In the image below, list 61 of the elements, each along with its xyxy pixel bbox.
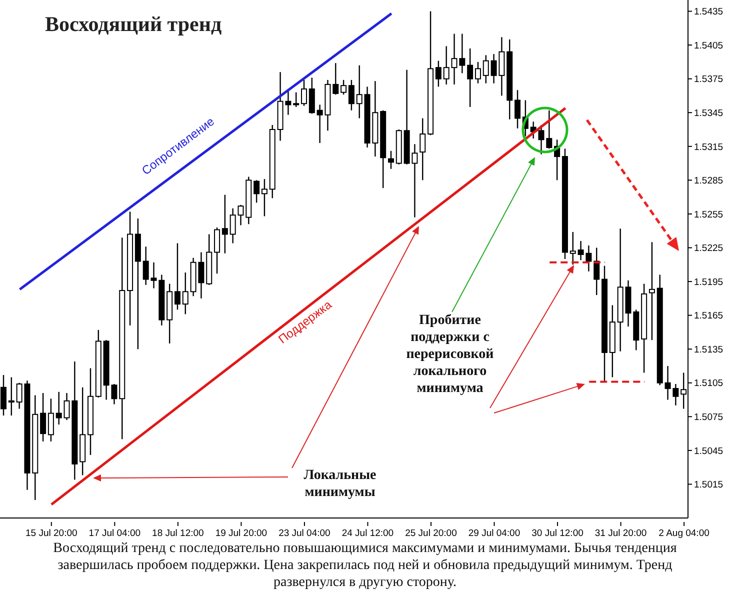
candlestick — [546, 110, 552, 150]
candlestick — [301, 79, 308, 106]
text: Восходящий тренд — [45, 12, 222, 37]
x-tick-label: 23 Jul 04:00 — [278, 528, 330, 539]
annotation: Пробитие поддержки с перерисовкой локального минимума — [405, 312, 495, 397]
y-tick-label: 1.5435 — [694, 6, 724, 18]
y-tick-label: 1.5225 — [694, 243, 724, 254]
x-tick-label: 18 Jul 12:00 — [152, 528, 204, 539]
candlestick — [356, 64, 362, 119]
y-tick-label: 1.5285 — [694, 176, 724, 187]
candlestick — [340, 79, 347, 96]
candlestick — [482, 54, 489, 84]
candlestick — [388, 150, 394, 170]
candlestick — [467, 48, 474, 108]
candlestick — [332, 62, 339, 96]
candlestick — [254, 180, 260, 204]
candlestick — [0, 374, 6, 416]
x-tick-label: 30 Jul 12:00 — [532, 528, 584, 539]
candlestick — [293, 92, 300, 108]
candlestick — [420, 118, 426, 181]
x-tick-label: 31 Jul 20:00 — [594, 528, 647, 539]
candlestick — [40, 392, 46, 442]
candlestick — [594, 247, 600, 296]
x-tick-label: 17 Jul 04:00 — [88, 528, 141, 539]
y-tick-label: 1.5405 — [694, 40, 724, 52]
y-tick-label: 1.5375 — [694, 74, 724, 86]
candlestick — [474, 61, 481, 84]
candlestick — [8, 376, 14, 416]
candlestick — [514, 89, 521, 129]
candlestick — [48, 398, 54, 442]
candlestick — [570, 231, 576, 266]
candlestick — [435, 60, 442, 88]
y-tick-label: 1.5075 — [694, 412, 724, 424]
x-tick-label: 19 Jul 20:00 — [215, 528, 268, 539]
x-tick-label: 24 Jul 12:00 — [342, 528, 394, 539]
y-tick-label: 1.5045 — [694, 446, 724, 457]
y-tick-label: 1.5345 — [694, 108, 724, 119]
y-tick-label: 1.5315 — [694, 142, 724, 153]
candlestick — [182, 272, 188, 315]
candlestick — [308, 77, 315, 114]
y-tick-label: 1.5255 — [694, 209, 724, 220]
candlestick — [222, 194, 228, 254]
candlestick — [174, 242, 180, 310]
candlestick — [142, 246, 149, 286]
candlestick — [261, 178, 268, 217]
candlestick — [648, 242, 655, 341]
candlestick — [214, 226, 220, 274]
candlestick — [443, 46, 450, 86]
x-tick-label: 29 Jul 04:00 — [468, 528, 520, 539]
x-tick-label: 2 Aug 04:00 — [658, 528, 710, 539]
y-tick-label: 1.5015 — [694, 480, 724, 491]
x-tick-label: 25 Jul 20:00 — [405, 528, 457, 539]
y-tick-label: 1.5165 — [694, 310, 724, 322]
y-tick-label: 1.5105 — [694, 378, 724, 390]
y-tick-label: 1.5195 — [694, 276, 724, 288]
annotation: Локальные минимумы — [302, 467, 378, 501]
candlestick — [348, 79, 354, 111]
candlestick — [56, 391, 62, 426]
x-tick-label: 15 Jul 20:00 — [26, 528, 78, 539]
text: Восходящий тренд с последовательно повышающимися максимумами и минимумами. Бычья тенденция завершилась пробоем поддержки. Цена закрепилась под ней и обновила предыдущий минимум. Тренд развернулся в другую сторону. — [52, 540, 678, 591]
y-tick-label: 1.5135 — [694, 344, 724, 356]
